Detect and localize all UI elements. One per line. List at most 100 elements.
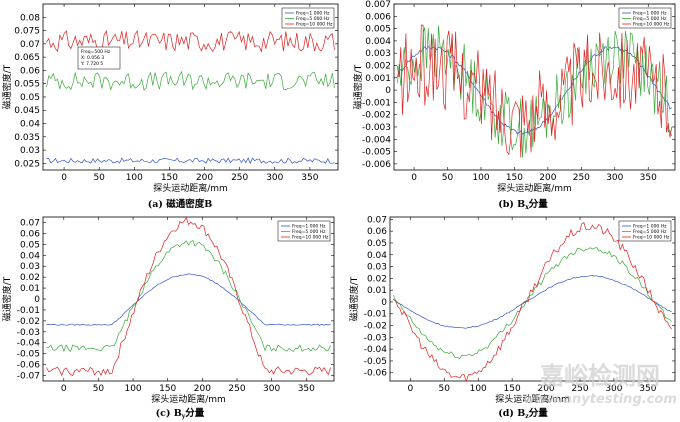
- x-tick-label: 150: [159, 384, 176, 394]
- y-tick-label: 0.03: [367, 263, 387, 273]
- y-tick-label: 0.03: [20, 146, 40, 156]
- x-tick-label: 200: [537, 384, 554, 394]
- x-tick-label: 0: [411, 173, 417, 183]
- panel-d: 0 50 100 150 200 250 300 350 -0.06 -0.05 -0.04 -0.0…: [348, 215, 676, 405]
- y-tick-label: -0.03: [17, 328, 40, 338]
- y-tick-label: 0.06: [20, 66, 40, 76]
- plot-frame: [42, 216, 335, 382]
- y-tick-label: 0.07: [20, 218, 40, 228]
- y-tick-label: -0.06: [17, 361, 41, 371]
- y-axis-label: 磁通密度/T: [352, 64, 364, 109]
- x-tick-label: 100: [126, 173, 143, 183]
- series-line-3: [46, 29, 335, 53]
- x-tick-label: 350: [639, 384, 656, 394]
- legend-label: Freq=1 000 Hz: [296, 11, 330, 17]
- legend-box: [618, 220, 672, 242]
- x-tick-label: 100: [472, 173, 489, 183]
- x-axis-label: 探头运动距离/mm: [153, 182, 228, 194]
- x-axis-label: 探头运动距离/mm: [151, 393, 226, 405]
- y-tick-label: -0.003: [362, 123, 391, 133]
- y-axis-label: 磁通密度/T: [1, 64, 13, 109]
- y-tick-label: 0.05: [20, 93, 40, 103]
- y-tick-label: -0.01: [364, 310, 387, 320]
- y-tick-label: -0.002: [362, 111, 391, 121]
- datatip-line: X: 0.056 3: [81, 55, 104, 61]
- x-tick-label: 300: [266, 173, 283, 183]
- x-tick-label: 0: [407, 384, 413, 394]
- plot-frame: [42, 3, 339, 171]
- x-tick-label: 200: [539, 173, 556, 183]
- y-tick-label: 0.035: [14, 133, 40, 143]
- x-axis-label: 探头运动距离/mm: [497, 182, 572, 194]
- series-line-2: [46, 70, 335, 91]
- y-tick-label: -0.006: [362, 160, 391, 170]
- y-tick-label: 0.07: [367, 215, 387, 225]
- x-tick-label: 150: [504, 384, 521, 394]
- series-line-3: [393, 222, 672, 381]
- y-tick-label: 0.07: [20, 40, 40, 50]
- y-tick-label: -0.05: [364, 357, 387, 367]
- series-line-1: [393, 275, 672, 329]
- series-line-3: [396, 24, 673, 158]
- series-line-2: [396, 25, 673, 158]
- y-axis-label: 磁通密度/T: [1, 276, 13, 321]
- x-tick-label: 200: [196, 173, 213, 183]
- y-tick-label: 0.001: [365, 74, 391, 84]
- legend-box: [281, 7, 335, 29]
- legend-label: Freq=1 000 Hz: [633, 11, 667, 17]
- legend-label: Freq=5 000 Hz: [633, 229, 667, 235]
- x-tick-label: 100: [124, 384, 141, 394]
- y-tick-label: 0: [385, 86, 391, 96]
- y-tick-label: 0: [34, 295, 40, 305]
- x-tick-label: 350: [301, 173, 318, 183]
- y-tick-label: 0.04: [20, 120, 40, 130]
- caption-c: (c) By分量: [156, 407, 205, 420]
- x-tick-label: 50: [93, 384, 105, 394]
- plot-frame: [393, 3, 676, 171]
- y-tick-label: 0.06: [367, 227, 387, 237]
- x-tick-label: 350: [298, 384, 315, 394]
- y-tick-label: 0.075: [14, 27, 40, 37]
- y-tick-label: -0.06: [364, 369, 388, 379]
- legend-label: Freq=5 000 Hz: [633, 16, 667, 22]
- legend-label: Freq=1 000 Hz: [633, 224, 667, 230]
- y-tick-label: -0.001: [362, 98, 391, 108]
- caption-a: (a) 磁通密度B: [148, 198, 212, 210]
- y-tick-label: -0.004: [362, 135, 391, 145]
- y-tick-label: 0.02: [20, 273, 40, 283]
- datatip-box: [77, 46, 121, 70]
- y-tick-label: 0.065: [14, 53, 40, 63]
- y-tick-label: -0.03: [364, 333, 387, 343]
- caption-d: (d) Bz分量: [498, 407, 548, 420]
- x-tick-label: 50: [439, 384, 451, 394]
- y-tick-label: 0.025: [14, 159, 40, 169]
- y-tick-label: 0.01: [20, 284, 40, 294]
- y-tick-label: 0.055: [14, 80, 40, 90]
- series-line-3: [46, 217, 331, 377]
- y-tick-label: 0.06: [20, 229, 40, 239]
- y-tick-label: 0.08: [20, 13, 40, 23]
- legend-box: [277, 220, 331, 242]
- x-tick-label: 250: [231, 173, 248, 183]
- watermark-text: 嘉峪检测网: [540, 362, 660, 390]
- x-tick-label: 300: [263, 384, 280, 394]
- datatip-line: Y: 7.720 5: [80, 61, 103, 67]
- panel-a: 0 50 100 150 200 250 300 350 0.025 0.03 0.035 0.04 0…: [1, 3, 339, 194]
- caption-b: (b) Bx分量: [498, 198, 548, 211]
- y-tick-label: -0.07: [17, 372, 40, 382]
- legend-label: Freq=10 000 Hz: [296, 22, 333, 28]
- y-tick-label: 0.005: [365, 25, 391, 35]
- x-tick-label: 300: [605, 384, 622, 394]
- x-axis-label: 探头运动距离/mm: [495, 393, 570, 405]
- x-tick-label: 50: [442, 173, 454, 183]
- legend-box: [618, 7, 672, 29]
- y-tick-label: 0.003: [365, 49, 391, 59]
- x-tick-label: 100: [470, 384, 487, 394]
- y-tick-label: 0.045: [14, 106, 40, 116]
- x-tick-label: 350: [640, 173, 657, 183]
- y-tick-label: -0.04: [364, 345, 388, 355]
- x-tick-label: 0: [61, 173, 67, 183]
- x-tick-label: 300: [606, 173, 623, 183]
- y-tick-label: -0.04: [17, 339, 41, 349]
- y-tick-label: 0.007: [365, 0, 391, 10]
